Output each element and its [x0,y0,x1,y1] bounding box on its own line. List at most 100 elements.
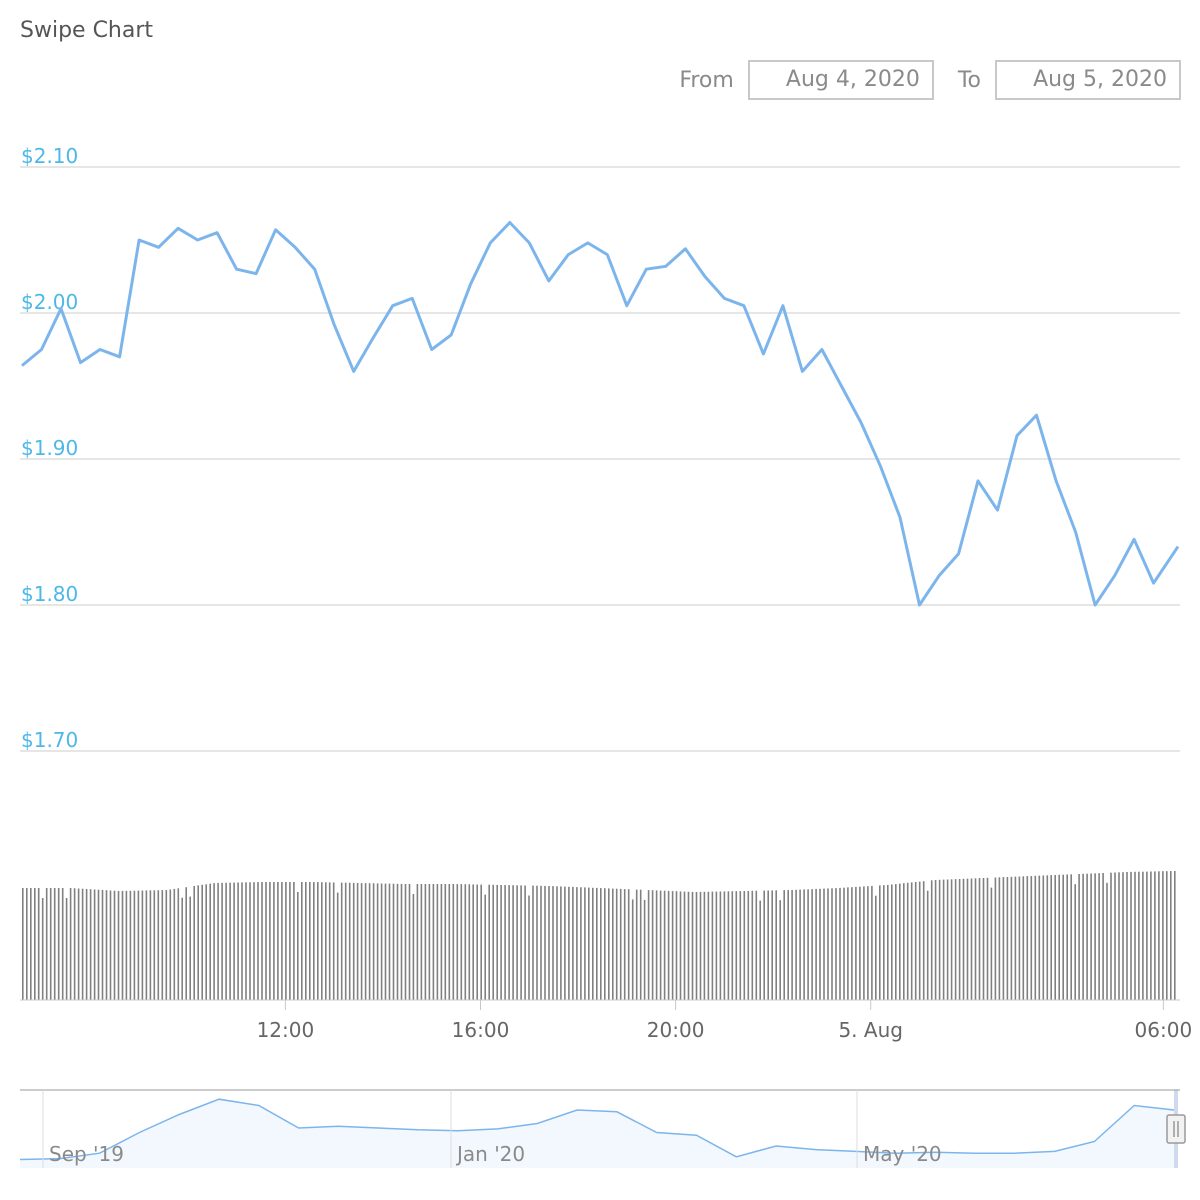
volume-bar [229,882,231,1000]
volume-bar [767,890,769,1000]
volume-bar [109,890,112,1000]
volume-bar [540,885,542,1000]
volume-bar [325,882,327,1000]
volume-bar [57,888,60,1000]
volume-bar [1050,875,1052,1000]
to-label: To [957,67,981,93]
volume-bar [65,898,68,1000]
volume-bar [683,891,686,1000]
volume-bar [815,888,817,1000]
volume-bar [918,881,921,1000]
volume-bar [1078,874,1080,1000]
from-date-input[interactable]: Aug 4, 2020 [747,60,934,100]
volume-bar [1130,871,1132,1000]
volume-bar [827,888,829,1000]
volume-bar [504,885,506,1000]
volume-bar [384,883,387,1000]
volume-bar [249,882,251,1000]
volume-bar [81,888,84,1000]
volume-bar [783,890,785,1000]
volume-bar [791,889,793,1000]
volume-bar [444,884,447,1000]
volume-bar [376,883,379,1000]
volume-bar [30,888,32,1000]
volume-bar [934,880,937,1000]
volume-bar [404,884,407,1000]
volume-bar [257,882,259,1000]
volume-bar [209,883,211,1000]
volume-bar [719,891,722,1000]
x-axis-ticks: 12:00 16:00 20:00 5. Aug 06:00 [257,1000,1192,1042]
y-axis-label: $2.10 [21,144,78,168]
volume-bar [982,878,985,1000]
volume-bar [675,891,678,1000]
volume-bars [22,871,1176,1000]
volume-bar [145,890,148,1000]
volume-bar [532,885,534,1000]
volume-bar [1034,875,1037,1000]
volume-bar [1094,873,1096,1000]
volume-bar [233,882,235,1000]
volume-bar [261,882,263,1000]
volume-bar [368,883,371,1000]
volume-bar [1002,877,1005,1000]
volume-bar [1058,874,1060,1000]
volume-bar [356,883,359,1000]
volume-bar [336,892,339,1000]
volume-bar [1070,874,1072,1000]
volume-bar [799,889,801,1000]
volume-bar [313,882,315,1000]
volume-bar [958,879,961,1000]
volume-bar [372,883,375,1000]
volume-bar [153,890,156,1000]
volume-bar [364,883,367,1000]
volume-bar [1006,877,1009,1000]
navigator-handle[interactable] [1166,1114,1186,1144]
volume-bar [1022,876,1025,1000]
volume-bar [201,884,203,1000]
volume-bar [165,890,168,1000]
volume-bar [289,882,291,1000]
to-date-input[interactable]: Aug 5, 2020 [995,60,1181,100]
navigator[interactable]: Sep '19 Jan '20 May '20 [19,1089,1186,1168]
volume-bar [49,888,52,1000]
grid-lines [20,166,1180,752]
volume-bar [420,884,423,1000]
volume-bar [847,887,849,1000]
volume-bar [835,888,837,1000]
volume-bar [899,883,901,1000]
volume-bar [496,884,498,1000]
volume-bar [309,882,311,1000]
volume-bar [1066,874,1068,1000]
volume-bar [456,884,459,1000]
volume-bar [604,888,606,1000]
volume-bar [695,892,698,1000]
volume-bar [157,890,160,1000]
volume-bar [811,889,813,1000]
volume-bar [691,891,694,1000]
volume-bar [1166,871,1168,1000]
volume-bar [321,882,323,1000]
volume-bar [548,886,550,1000]
volume-bar [317,882,319,1000]
volume-bar [237,882,239,1000]
volume-bar [839,887,841,1000]
volume-bar [612,888,614,1000]
volume-bar [273,882,275,1000]
volume-bar [855,886,857,1000]
volume-bar [281,882,283,1000]
volume-bar [687,891,690,1000]
volume-bar [452,884,455,1000]
volume-bar [867,886,869,1000]
volume-bar [149,890,152,1000]
volume-bar [1122,872,1124,1000]
volume-bar [871,885,873,1000]
volume-bar [1098,873,1100,1000]
volume-bar [428,884,431,1000]
volume-bar [480,884,482,1000]
volume-bar [1026,876,1029,1000]
volume-bar [1126,872,1128,1000]
volume-bar [771,890,773,1000]
volume-bar [1086,873,1088,1000]
